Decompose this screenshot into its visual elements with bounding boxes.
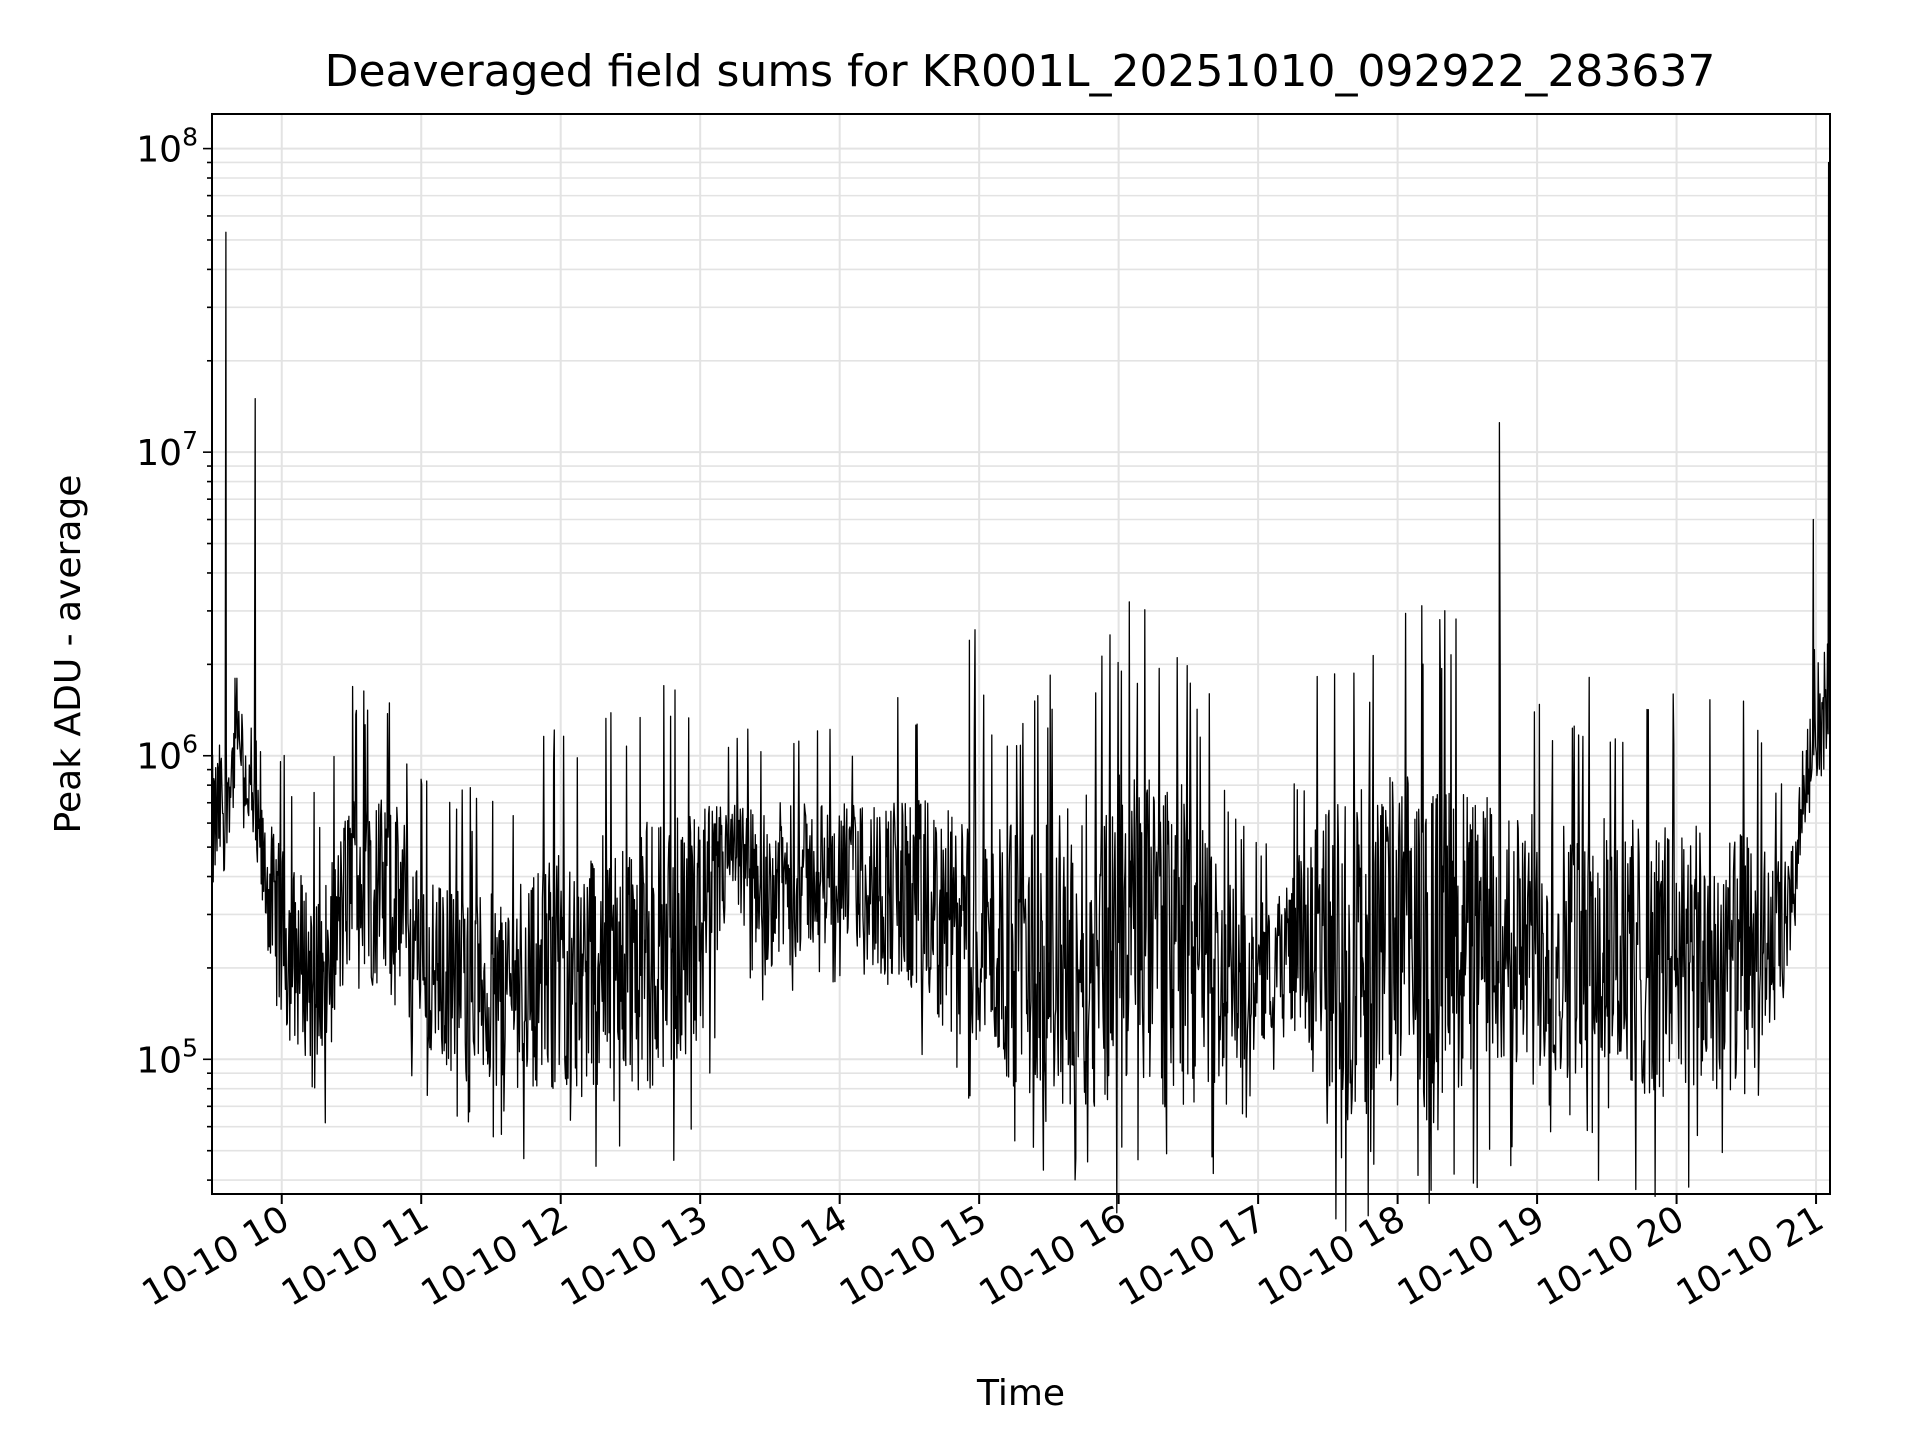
chart-title: Deaveraged field sums for KR001L_2025101…	[325, 46, 1716, 97]
y-tick-base: 10	[136, 1040, 182, 1081]
y-tick-label: 106	[136, 730, 198, 778]
y-axis-label: Peak ADU - average	[48, 475, 89, 834]
series-line	[211, 161, 1831, 1232]
y-tick-base: 10	[136, 433, 182, 474]
y-tick-label: 105	[136, 1033, 198, 1081]
y-tick-exponent: 6	[182, 730, 198, 759]
y-tick-label: 107	[136, 426, 198, 474]
y-tick-base: 10	[136, 130, 182, 171]
y-tick-exponent: 7	[182, 426, 198, 455]
plot-frame	[211, 113, 1831, 1195]
x-axis-label: Time	[976, 1373, 1065, 1414]
series-group	[211, 161, 1831, 1232]
y-tick-base: 10	[136, 737, 182, 778]
y-tick-exponent: 5	[182, 1033, 198, 1062]
y-tick-exponent: 8	[182, 123, 198, 152]
y-tick-label: 108	[136, 123, 198, 171]
